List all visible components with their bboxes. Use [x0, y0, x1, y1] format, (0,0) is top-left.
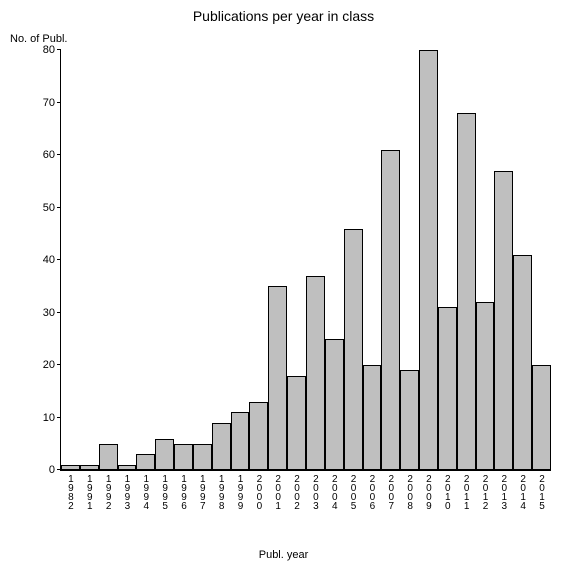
bar	[363, 365, 382, 470]
bar-slot: 2012	[476, 50, 495, 470]
x-tick-label: 1998	[216, 470, 226, 510]
x-tick-label: 1982	[65, 470, 75, 510]
y-tick-mark	[57, 312, 61, 313]
bar	[249, 402, 268, 470]
bar-slot: 1997	[193, 50, 212, 470]
bar-slot: 2006	[363, 50, 382, 470]
bar	[400, 370, 419, 470]
chart-title: Publications per year in class	[0, 8, 567, 24]
bar-slot: 2013	[494, 50, 513, 470]
y-tick-label: 0	[49, 464, 61, 476]
bar	[306, 276, 325, 470]
bar	[532, 365, 551, 470]
x-tick-label: 2004	[329, 470, 339, 510]
bar-slot: 2011	[457, 50, 476, 470]
x-tick-label: 1991	[84, 470, 94, 510]
bar-slot: 1995	[155, 50, 174, 470]
bar-slot: 2005	[344, 50, 363, 470]
bar	[513, 255, 532, 470]
bar	[99, 444, 118, 470]
bar	[174, 444, 193, 470]
bar-slot: 1991	[80, 50, 99, 470]
bar-slot: 2004	[325, 50, 344, 470]
x-tick-label: 1995	[160, 470, 170, 510]
x-tick-label: 2007	[386, 470, 396, 510]
x-tick-label: 2010	[442, 470, 452, 510]
y-tick-mark	[57, 102, 61, 103]
bar-slot: 1994	[136, 50, 155, 470]
chart-container: Publications per year in class No. of Pu…	[0, 0, 567, 567]
bar	[212, 423, 231, 470]
bar	[136, 454, 155, 470]
bar-slot: 2001	[268, 50, 287, 470]
x-tick-label: 2005	[348, 470, 358, 510]
x-tick-label: 2011	[461, 470, 471, 510]
bar-slot: 1992	[99, 50, 118, 470]
bar-slot: 1998	[212, 50, 231, 470]
bar-slot: 2002	[287, 50, 306, 470]
x-tick-label: 2014	[518, 470, 528, 510]
x-tick-label: 1992	[103, 470, 113, 510]
bar	[438, 307, 457, 470]
bar	[457, 113, 476, 470]
x-tick-label: 2000	[254, 470, 264, 510]
bar-slot: 2009	[419, 50, 438, 470]
x-tick-label: 1996	[178, 470, 188, 510]
y-tick-mark	[57, 49, 61, 50]
y-tick-label: 10	[43, 412, 61, 424]
y-tick-mark	[57, 417, 61, 418]
x-tick-label: 1993	[122, 470, 132, 510]
bars-group: 1982199119921993199419951996199719981999…	[61, 50, 551, 470]
x-tick-label: 1999	[235, 470, 245, 510]
bar	[155, 439, 174, 471]
bar-slot: 2008	[400, 50, 419, 470]
x-axis-label: Publ. year	[0, 549, 567, 561]
x-tick-label: 2008	[405, 470, 415, 510]
y-tick-label: 30	[43, 307, 61, 319]
bar	[193, 444, 212, 470]
y-tick-label: 70	[43, 97, 61, 109]
bar-slot: 2007	[381, 50, 400, 470]
bar	[268, 286, 287, 470]
x-tick-label: 1997	[197, 470, 207, 510]
y-tick-label: 60	[43, 149, 61, 161]
y-tick-mark	[57, 207, 61, 208]
bar-slot: 2015	[532, 50, 551, 470]
bar	[476, 302, 495, 470]
y-tick-label: 40	[43, 254, 61, 266]
x-tick-label: 2015	[537, 470, 547, 510]
bar	[325, 339, 344, 470]
y-tick-mark	[57, 364, 61, 365]
y-tick-label: 20	[43, 359, 61, 371]
y-tick-mark	[57, 259, 61, 260]
bar	[381, 150, 400, 470]
bar-slot: 2010	[438, 50, 457, 470]
bar-slot: 2014	[513, 50, 532, 470]
x-tick-label: 2013	[499, 470, 509, 510]
bar	[494, 171, 513, 470]
bar-slot: 1999	[231, 50, 250, 470]
bar	[231, 412, 250, 470]
x-tick-label: 2012	[480, 470, 490, 510]
bar-slot: 1996	[174, 50, 193, 470]
bar-slot: 2003	[306, 50, 325, 470]
plot-area: 1982199119921993199419951996199719981999…	[60, 50, 551, 471]
x-tick-label: 2002	[292, 470, 302, 510]
bar	[419, 50, 438, 470]
y-tick-label: 80	[43, 44, 61, 56]
bar	[344, 229, 363, 471]
x-tick-label: 2001	[273, 470, 283, 510]
x-tick-label: 1994	[141, 470, 151, 510]
bar-slot: 1982	[61, 50, 80, 470]
y-tick-mark	[57, 469, 61, 470]
x-tick-label: 2009	[423, 470, 433, 510]
y-tick-label: 50	[43, 202, 61, 214]
x-tick-label: 2006	[367, 470, 377, 510]
bar	[287, 376, 306, 471]
bar-slot: 1993	[118, 50, 137, 470]
y-tick-mark	[57, 154, 61, 155]
bar-slot: 2000	[249, 50, 268, 470]
x-tick-label: 2003	[310, 470, 320, 510]
